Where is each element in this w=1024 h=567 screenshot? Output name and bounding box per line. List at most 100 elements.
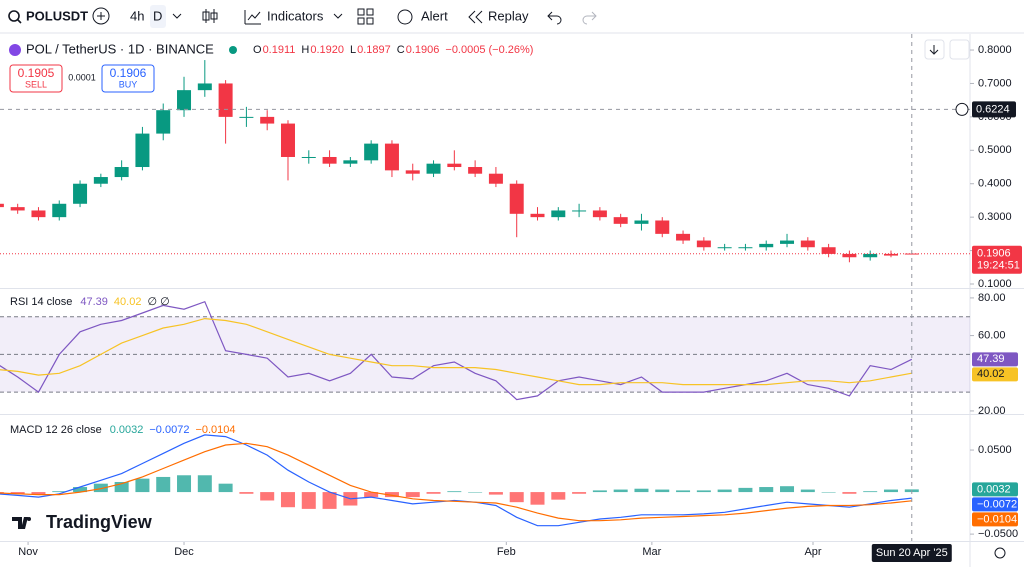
redo[interactable] (582, 11, 597, 25)
histogram-bar (239, 492, 254, 494)
histogram-bar (572, 492, 587, 494)
macd-value-box (972, 512, 1018, 527)
add-symbol[interactable] (92, 7, 110, 25)
histogram-bar (842, 492, 857, 494)
ohlc-value: 0.1906 (406, 44, 440, 56)
sell-label: SELL (25, 79, 47, 89)
symbol[interactable]: POLUSDT (26, 8, 88, 23)
candle-body (0, 203, 4, 208)
market-status (229, 46, 237, 54)
histogram-bar (280, 492, 295, 508)
histogram-bar (135, 478, 150, 493)
candle-body (821, 247, 836, 254)
ohlc-value: 0.1911 (263, 44, 296, 56)
x-tick-label: Dec (174, 546, 194, 558)
ohlc-legend: O 0.1911 H 0.1920 L 0.1897 C 0.1906 −0.0005 (−0.… (253, 44, 533, 56)
histogram-bar (156, 476, 171, 493)
sell-button[interactable] (9, 64, 63, 93)
rsi-legend-extra: ∅ ∅ (147, 296, 169, 308)
scroll-icon (929, 45, 939, 55)
candle-body (343, 160, 358, 164)
candle-body (364, 143, 379, 161)
histogram-bar (780, 486, 795, 493)
y-tick-label: 0.1000 (978, 278, 1012, 290)
histogram-bar (738, 487, 753, 493)
buy-button[interactable] (101, 64, 155, 93)
indicators-icon (244, 10, 261, 25)
candle-body (738, 247, 753, 249)
y-tick-label: 0.3000 (978, 211, 1012, 223)
macd-value-box (972, 497, 1018, 512)
crosshair-time-box (871, 544, 952, 562)
macd-legend-value: 0.0032 (110, 424, 144, 436)
candle-body (509, 183, 524, 214)
rsi-legend-value: 47.39 (80, 296, 108, 308)
interval[interactable]: D (153, 8, 162, 23)
chart-type-icon[interactable] (202, 9, 218, 23)
macd-value: 0.0032 (977, 483, 1011, 495)
macd-value-box (972, 482, 1018, 497)
candle-body (842, 253, 857, 258)
histogram-bar (322, 492, 337, 509)
histogram-bar (73, 487, 88, 493)
plot: 0.80000.70000.60000.50000.40000.30000.20… (0, 34, 1024, 567)
ohlc-value: 0.1920 (310, 44, 344, 56)
reset-button[interactable] (949, 39, 970, 60)
histogram-bar (0, 492, 4, 493)
indicators-button[interactable]: Indicators (267, 8, 324, 23)
layout-icon[interactable] (357, 8, 374, 25)
histogram-bar (426, 492, 441, 494)
y-tick-label: 0.7000 (978, 77, 1012, 89)
candle-body (530, 213, 545, 218)
settings[interactable] (994, 547, 1006, 559)
dropdown[interactable] (172, 13, 182, 19)
crosshair-price: 0.6224 (976, 103, 1010, 115)
candle-body (696, 240, 711, 248)
replay-icon (468, 10, 483, 24)
candle-body (634, 220, 649, 224)
ohlc-value: 0.1897 (357, 44, 391, 56)
candle-body (197, 83, 212, 91)
replay-button[interactable]: Replay (488, 8, 529, 23)
histogram-bar (655, 489, 670, 493)
candle-body (114, 167, 129, 178)
crosshair-price-box (972, 101, 1016, 118)
histogram-bar (530, 492, 545, 505)
x-tick-label: Mar (642, 546, 661, 558)
macd-legend-value: −0.0104 (195, 424, 235, 436)
histogram-bar (260, 492, 275, 501)
candle-body (301, 156, 316, 158)
candle-body (52, 203, 67, 218)
dropdown[interactable] (333, 13, 343, 19)
pane-title: MACD 12 26 close (10, 424, 102, 436)
sell-price: 0.1905 (18, 66, 55, 80)
histogram-bar (759, 487, 774, 493)
histogram-bar (696, 490, 711, 493)
candle-body (405, 170, 420, 174)
crosshair-time: Sun 20 Apr '25 (876, 547, 948, 559)
interval[interactable]: 4h (130, 8, 144, 23)
histogram-bar (384, 492, 399, 498)
candle-body (904, 253, 919, 255)
candle-body (883, 253, 898, 256)
candle-body (780, 240, 795, 244)
histogram-bar (301, 492, 316, 509)
histogram-bar (405, 492, 420, 498)
candle-body (759, 243, 774, 248)
macd-value: −0.0104 (977, 513, 1017, 525)
candle-body (551, 210, 566, 218)
search-icon[interactable] (8, 10, 20, 22)
rsi-legend-value: 40.02 (114, 296, 142, 308)
alert-button[interactable]: Alert (421, 8, 448, 23)
last-price-box (972, 245, 1022, 274)
histogram-bar (468, 492, 483, 493)
candle-body (73, 183, 88, 204)
undo[interactable] (547, 11, 562, 25)
y-tick-label: 60.00 (978, 329, 1006, 341)
candle-body (655, 220, 670, 234)
histogram-bar (447, 491, 462, 493)
histogram-bar (364, 492, 379, 498)
candle-body (447, 163, 462, 168)
brand-icon (12, 517, 28, 529)
